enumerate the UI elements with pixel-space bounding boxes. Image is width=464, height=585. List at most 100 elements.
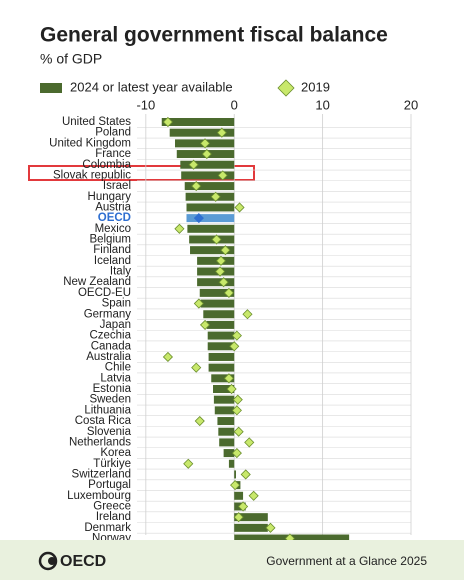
marker [188,159,199,170]
bar [234,470,236,479]
marker [220,245,231,256]
y-tick-label: Iceland [94,255,131,267]
marker [215,255,227,266]
bar [197,278,235,287]
y-tick-label: Slovenia [87,426,132,438]
x-tick-label: 0 [231,97,238,112]
bar [185,192,235,201]
bar [234,513,268,522]
bar [190,246,235,255]
y-tick-label: Canada [91,340,132,352]
marker [240,469,251,480]
bar [219,438,235,447]
marker [215,266,226,277]
y-tick-label: Australia [86,351,131,363]
chart-subtitle: % of GDP [40,51,102,67]
y-tick-label: Denmark [84,522,131,534]
legend: 2024 or latest year available 2019 [40,79,330,97]
legend-label: 2024 or latest year available [70,79,233,94]
marker [233,512,244,523]
y-tick-label: Luxembourg [67,490,131,502]
y-tick-label: Mexico [95,223,131,235]
marker [183,458,194,469]
y-tick-label: United States [62,116,131,128]
y-tick-label: New Zealand [63,276,131,288]
bar [197,256,235,265]
bar [218,427,235,436]
marker [199,319,211,330]
bar [161,118,235,126]
bar [169,128,235,137]
y-tick-label: Finland [93,244,131,256]
marker [162,351,174,363]
y-tick-label: Portugal [88,479,131,491]
footer-logo: OECD [60,553,106,570]
marker [210,191,221,202]
y-tick-label: Japan [100,319,131,331]
legend-swatch [40,83,62,93]
footer-band [0,540,464,580]
y-tick-label: Sweden [89,394,131,406]
marker [162,116,174,128]
x-tick-label: 20 [404,97,418,112]
marker [231,330,242,341]
y-tick-label: Austria [95,201,131,213]
y-tick-label: Spain [102,298,131,310]
y-tick-label: Costa Rica [75,415,132,427]
y-tick-label: Korea [100,447,131,459]
bar [199,288,235,297]
marker [265,522,276,533]
bar [223,449,235,458]
bar [181,171,235,180]
y-tick-label: Israel [103,180,131,192]
y-tick-label: United Kingdom [49,137,131,149]
bar [184,182,235,191]
bar [208,352,235,361]
y-tick-label: OECD [98,212,131,224]
y-tick-label: Chile [105,362,131,374]
bar [206,320,235,329]
y-tick-label: Italy [110,266,131,278]
y-tick-label: Netherlands [69,436,131,448]
marker [216,127,227,138]
bar [213,385,235,393]
y-tick-label: Ireland [96,511,131,523]
marker [226,383,237,395]
marker [191,181,202,192]
marker [244,437,255,448]
marker [229,341,240,352]
marker [234,202,245,213]
y-tick-label: Belgium [89,234,131,246]
bar [208,363,235,372]
footer-source: Government at a Glance 2025 [266,554,427,568]
bar [234,523,268,532]
y-tick-label: Colombia [82,159,131,171]
marker [217,170,228,181]
bar [207,331,235,340]
y-tick-label: Switzerland [72,468,131,480]
marker [211,234,222,245]
marker [232,394,243,405]
y-tick-label: Latvia [100,372,131,384]
x-tick-label: -10 [136,97,155,112]
marker [231,405,242,416]
marker [194,415,205,427]
legend-label: 2019 [301,79,330,94]
bar [203,310,235,319]
marker [230,480,241,491]
marker [248,490,259,501]
y-tick-label: Czechia [89,330,131,342]
legend-swatch [277,79,295,97]
marker [201,148,212,160]
marker [199,138,211,149]
marker [233,426,244,437]
marker [193,298,204,309]
y-tick-label: Estonia [93,383,132,395]
y-tick-label: Germany [84,308,132,320]
bar [200,299,235,308]
marker [223,287,234,298]
y-tick-label: Hungary [88,191,132,203]
marker [242,309,253,320]
highlight-box [28,165,255,181]
